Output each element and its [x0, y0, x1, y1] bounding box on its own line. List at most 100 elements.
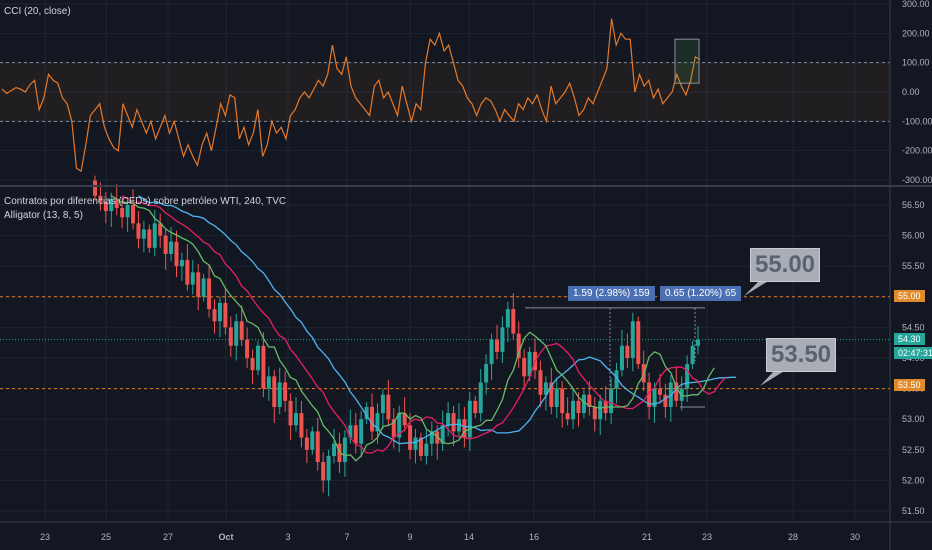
candle-body [250, 358, 255, 371]
price-tick-label: 56.00 [902, 231, 925, 241]
cci-tick-label: 100.00 [902, 58, 930, 68]
candle-body [581, 394, 586, 414]
candle-body [114, 198, 119, 209]
time-tick-label: Oct [218, 532, 233, 542]
candle-body [576, 400, 581, 414]
alligator-teeth-line [121, 195, 726, 454]
cci-tick-label: 200.00 [902, 28, 930, 38]
candle-body [484, 364, 489, 383]
candle-body [152, 223, 157, 248]
candle-body [272, 376, 277, 407]
candle-body [418, 437, 423, 456]
candle-body [158, 223, 163, 236]
candle-body [478, 382, 483, 414]
candle-body [131, 205, 136, 224]
alligator-lips-line [110, 195, 715, 462]
time-tick-label: 23 [702, 532, 712, 542]
candle-body [174, 241, 179, 267]
cci-title: CCI (20, close) [4, 6, 71, 17]
candle-body [332, 443, 337, 456]
time-tick-label: 16 [529, 532, 539, 542]
time-tick-label: 9 [407, 532, 412, 542]
candle-body [609, 388, 614, 414]
candle-body [304, 437, 309, 450]
price-tick-label: 51.50 [902, 506, 925, 516]
candle-body [299, 413, 304, 438]
countdown-tag: 02:47:31 [894, 347, 932, 359]
candle-body [467, 400, 472, 438]
candle-body [652, 388, 657, 407]
candle-body [196, 272, 201, 297]
candle-body [255, 345, 260, 371]
cci-band [0, 62, 890, 122]
cci-tick-label: -200.00 [902, 146, 932, 156]
candle-body [179, 260, 184, 267]
candle-body [310, 431, 315, 450]
time-tick-label: 21 [642, 532, 652, 542]
candle-body [342, 437, 347, 463]
candle-body [657, 388, 662, 395]
cci-tick-label: 0.00 [902, 87, 920, 97]
callout-535: 53.50 [766, 338, 836, 372]
time-tick-label: 3 [285, 532, 290, 542]
candle-body [228, 327, 233, 346]
price-tick-label: 53.00 [902, 414, 925, 424]
price-tick-label: 52.50 [902, 445, 925, 455]
candle-body [234, 321, 239, 346]
candle-body [239, 321, 244, 340]
candle-body [489, 339, 494, 365]
candle-body [696, 339, 700, 346]
price-tick-label: 52.00 [902, 475, 925, 485]
candle-body [527, 351, 532, 377]
alligator-jaw-line [138, 195, 736, 445]
candle-body [456, 419, 461, 432]
candle-body [201, 278, 206, 297]
measure-label-right: 0.65 (1.20%) 65 [660, 286, 742, 301]
candle-body [125, 205, 130, 218]
cci-panel [0, 18, 890, 173]
cci-tick-label: -300.00 [902, 175, 932, 185]
candle-body [245, 339, 250, 358]
candle-body [185, 260, 190, 285]
candle-body [402, 413, 407, 426]
candle-body [277, 382, 282, 407]
candle-body [397, 413, 402, 438]
main-title: Contratos por diferencias (CFDs) sobre p… [4, 196, 287, 207]
candle-body [353, 425, 358, 444]
candle-body [500, 327, 505, 352]
candle-body [109, 198, 114, 212]
current-price-tag: 54.30 [894, 333, 925, 345]
candle-body [169, 241, 174, 254]
candle-body [592, 406, 597, 420]
candle-body [451, 413, 456, 432]
candle-body [511, 309, 516, 334]
candle-body [212, 309, 217, 322]
candle-body [424, 443, 429, 456]
time-tick-label: 30 [850, 532, 860, 542]
candle-body [190, 272, 195, 285]
candle-body [554, 388, 559, 407]
candle-body [462, 419, 467, 438]
candle-body [587, 394, 592, 407]
candle-body [103, 201, 108, 212]
candle-body [429, 431, 434, 444]
candle-body [93, 180, 97, 196]
candle-body [386, 394, 391, 420]
candle-body [266, 376, 271, 389]
candle-body [647, 382, 652, 407]
candle-body [136, 223, 141, 239]
candle-body [163, 235, 168, 254]
price-tag-55: 55.00 [894, 290, 925, 302]
candle-body [261, 345, 266, 389]
time-tick-label: 27 [163, 532, 173, 542]
callout-55-pointer [744, 280, 770, 296]
cci-tick-label: 300.00 [902, 0, 930, 9]
candle-body [674, 382, 679, 401]
candle-body [522, 358, 527, 377]
candle-body [495, 339, 499, 352]
cci-highlight-box [674, 38, 700, 84]
price-tick-label: 54.50 [902, 322, 925, 332]
time-tick-label: 23 [40, 532, 50, 542]
cci-tick-label: -100.00 [902, 116, 932, 126]
cci-line [1, 18, 701, 173]
